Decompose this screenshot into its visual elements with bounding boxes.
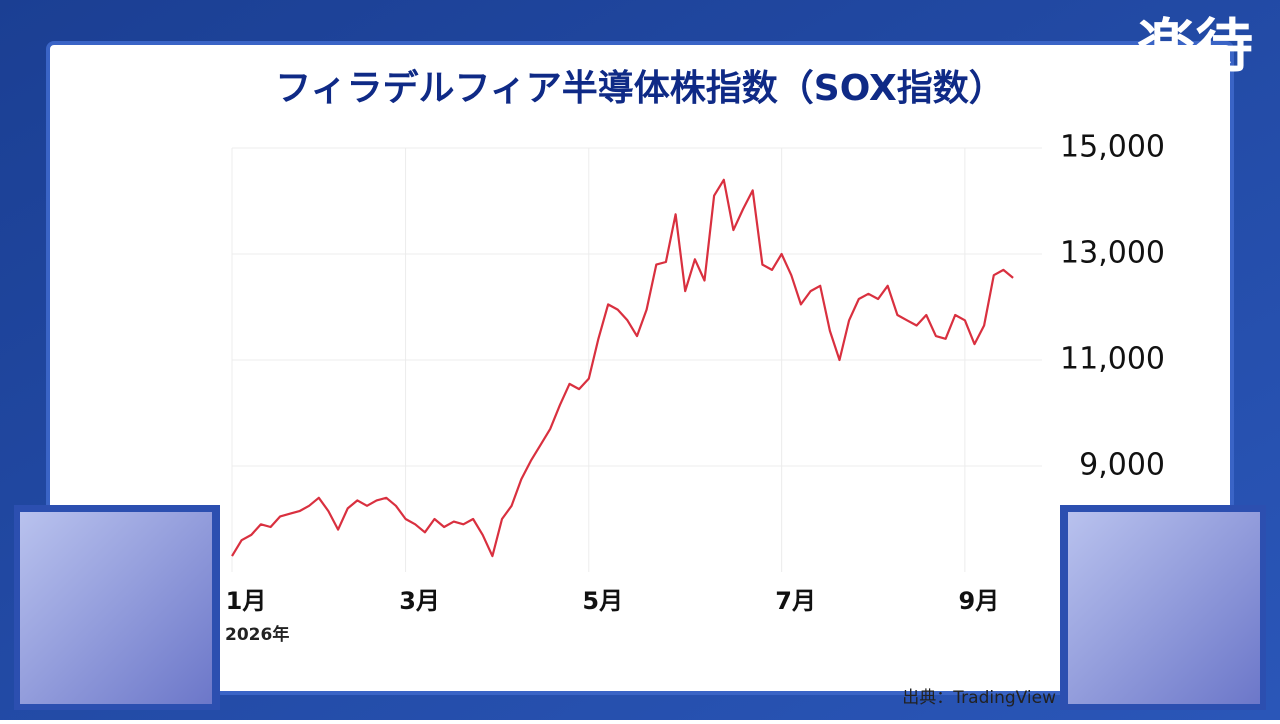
panel: [46, 41, 1234, 695]
y-tick-label: 9,000: [1079, 448, 1165, 483]
y-tick-label: 13,000: [1060, 236, 1165, 271]
x-tick-label: 9月: [959, 587, 1000, 615]
y-tick-label: 11,000: [1060, 342, 1165, 377]
x-tick-label: 5月: [582, 587, 623, 615]
source: 出典：TradingView: [902, 688, 1056, 708]
y-tick-label: 15,000: [1060, 130, 1165, 165]
line: [231, 178, 1014, 558]
camera-left: [20, 512, 212, 704]
plot: 9,000 11,000 13,000 15,000 1月 3月 5月 7月 9月: [226, 130, 1165, 616]
x-tick-label: 1月: [226, 587, 267, 615]
x-note: 2026年: [225, 624, 289, 645]
chart-title: フィラデルフィア半導体株指数（SOX指数）: [275, 67, 1005, 109]
camera-right: [1068, 512, 1260, 704]
x-tick-label: 3月: [399, 587, 440, 615]
corner-label: 楽待: [1137, 12, 1253, 80]
x-tick-label: 7月: [775, 587, 816, 615]
